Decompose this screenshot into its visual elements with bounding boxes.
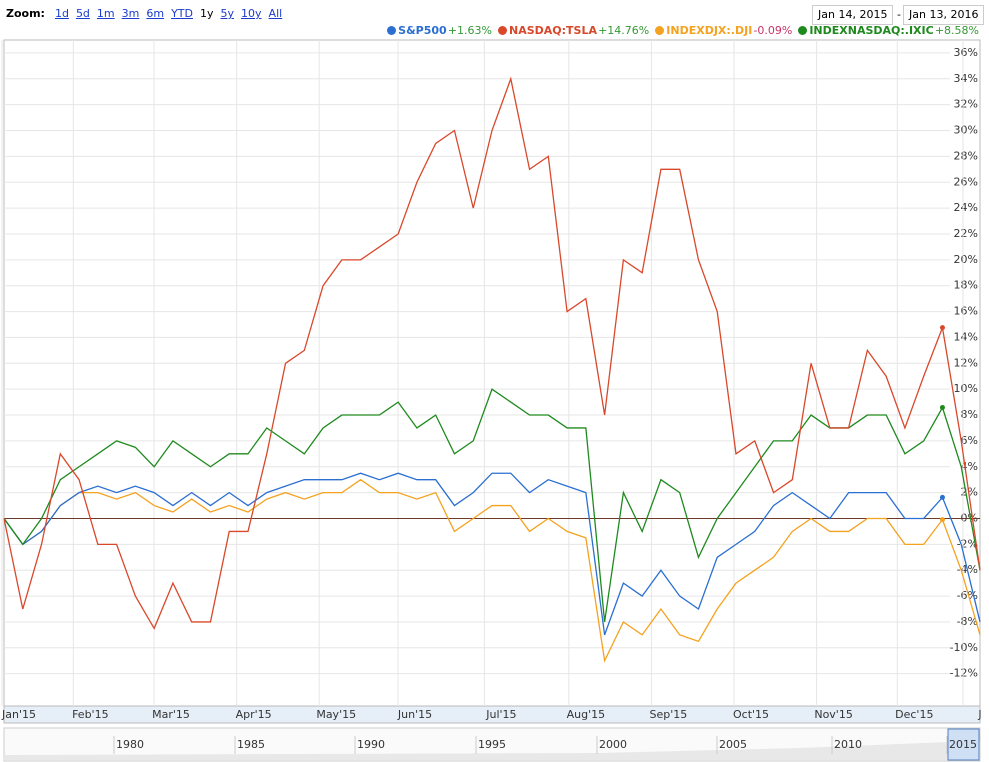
series-line — [3, 76, 981, 630]
legend: S&P500 +1.63% NASDAQ:TSLA +14.76% INDEXDJX… — [387, 24, 979, 37]
zoom-option[interactable]: 6m — [146, 7, 165, 20]
legend-name: NASDAQ:TSLA — [509, 24, 597, 37]
navigator-year: 2000 — [599, 738, 627, 751]
x-tick-label: Aug'15 — [567, 708, 606, 721]
x-tick-label: Jun'15 — [397, 708, 432, 721]
series-marker — [939, 517, 945, 523]
x-tick-label: Apr'15 — [236, 708, 272, 721]
legend-change: -0.09% — [753, 24, 793, 37]
zoom-label: Zoom: — [6, 7, 45, 20]
x-tick-label: J — [977, 708, 981, 721]
y-tick-label: 26% — [954, 175, 978, 188]
navigator-selection[interactable] — [947, 728, 980, 761]
legend-dot — [655, 26, 665, 35]
navigator-year: 2015 — [949, 738, 977, 751]
zoom-option[interactable]: All — [268, 7, 283, 20]
zoom-option[interactable]: 1d — [54, 7, 69, 20]
y-tick-label: 16% — [954, 305, 978, 318]
y-tick-label: 32% — [954, 98, 978, 111]
x-tick-label: Sep'15 — [650, 708, 688, 721]
navigator-area — [4, 741, 980, 760]
y-tick-label: 28% — [954, 149, 978, 162]
x-axis-band — [3, 705, 981, 724]
y-tick-label: 24% — [954, 201, 978, 214]
legend-change: +14.76% — [598, 24, 650, 37]
date-to[interactable]: Jan 13, 2016 — [903, 5, 985, 25]
toolbar: Zoom: 1d 5d 1m 3m 6m YTD 1y 5y 10y All — [6, 7, 289, 20]
y-tick-label: 36% — [954, 46, 978, 59]
y-tick-label: 10% — [954, 382, 978, 395]
legend-item: NASDAQ:TSLA +14.76% — [498, 24, 649, 37]
legend-dot — [798, 26, 808, 35]
legend-change: +8.58% — [934, 24, 979, 37]
navigator-year: 2010 — [834, 738, 862, 751]
x-tick-label: Feb'15 — [72, 708, 109, 721]
zoom-option[interactable]: 3m — [121, 7, 140, 20]
legend-item: S&P500 +1.63% — [387, 24, 492, 37]
zoom-option[interactable]: YTD — [171, 7, 193, 20]
x-tick-label: Jan'15 — [1, 708, 36, 721]
x-tick-label: May'15 — [316, 708, 356, 721]
y-tick-label: 18% — [954, 279, 978, 292]
date-from[interactable]: Jan 14, 2015 — [812, 5, 894, 25]
y-tick-label: -12% — [950, 667, 978, 680]
series-line — [3, 478, 981, 663]
legend-name: INDEXDJX:.DJI — [666, 24, 753, 37]
y-tick-label: 20% — [954, 253, 978, 266]
zoom-option[interactable]: 1y — [200, 7, 214, 20]
y-tick-label: 14% — [954, 330, 978, 343]
navigator-year: 1990 — [357, 738, 385, 751]
zoom-option[interactable]: 5y — [220, 7, 235, 20]
series-marker — [939, 405, 945, 411]
y-tick-label: 22% — [954, 227, 978, 240]
plot-frame — [3, 39, 981, 707]
y-tick-label: 12% — [954, 356, 978, 369]
date-sep: - — [897, 8, 901, 21]
legend-dot — [498, 26, 507, 35]
navigator-year: 1985 — [237, 738, 265, 751]
zoom-option[interactable]: 5d — [75, 7, 90, 20]
y-tick-label: -10% — [950, 641, 978, 654]
zoom-option[interactable]: 10y — [241, 7, 262, 20]
series-marker — [939, 494, 945, 500]
legend-item: INDEXDJX:.DJI -0.09% — [655, 24, 792, 37]
navigator-year: 1995 — [478, 738, 506, 751]
x-tick-label: Mar'15 — [152, 708, 190, 721]
x-tick-label: Jul'15 — [485, 708, 516, 721]
y-tick-label: 8% — [961, 408, 978, 421]
y-tick-label: 34% — [954, 72, 978, 85]
legend-dot — [387, 26, 397, 35]
series-marker — [939, 325, 945, 331]
x-tick-label: Nov'15 — [814, 708, 853, 721]
navigator-year: 2005 — [719, 738, 747, 751]
y-tick-label: 30% — [954, 124, 978, 137]
y-tick-label: -8% — [957, 615, 978, 628]
y-tick-label: 6% — [961, 434, 978, 447]
zoom-option[interactable]: 1m — [96, 7, 115, 20]
x-tick-label: Dec'15 — [895, 708, 933, 721]
legend-name: S&P500 — [398, 24, 447, 37]
legend-name: INDEXNASDAQ:.IXIC — [809, 24, 934, 37]
legend-item: INDEXNASDAQ:.IXIC +8.58% — [798, 24, 979, 37]
series-line — [3, 472, 981, 636]
navigator-year: 1980 — [116, 738, 144, 751]
legend-change: +1.63% — [447, 24, 492, 37]
series-line — [3, 388, 981, 623]
x-tick-label: Oct'15 — [733, 708, 769, 721]
